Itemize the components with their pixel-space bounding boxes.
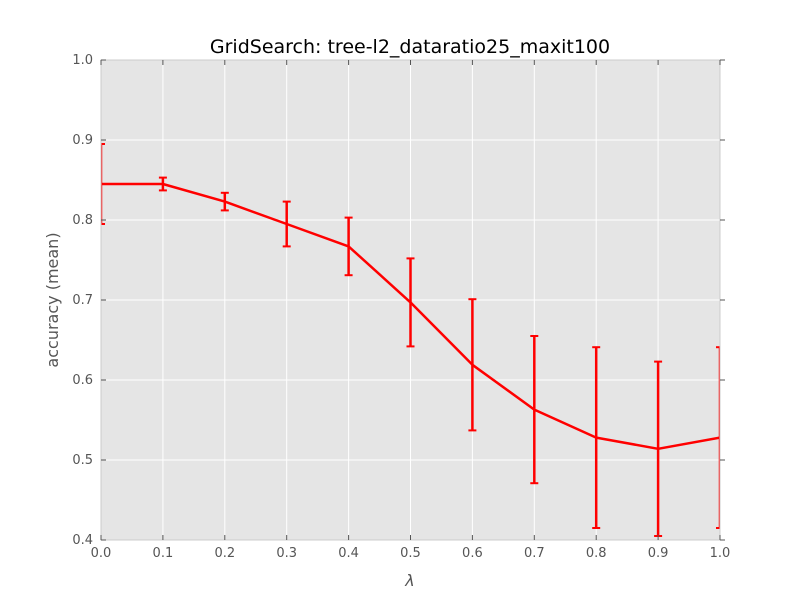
x-tick-label: 0.7: [524, 546, 545, 561]
y-tick-label: 0.6: [72, 373, 93, 388]
series-group: [101, 143, 720, 537]
x-tick-label: 0.6: [462, 546, 483, 561]
y-tick-label: 0.8: [72, 213, 93, 228]
y-axis-label: accuracy (mean): [43, 232, 62, 367]
x-tick-label: 0.9: [648, 546, 669, 561]
tick-layer: 0.0 0.1 0.2 0.3 0.4 0.5 0.6 0.7 0.8 0.9 1.0 0.4 0.5 0…: [72, 53, 730, 561]
y-tick-label: 0.7: [72, 293, 93, 308]
x-tick-label: 0.8: [586, 546, 607, 561]
y-tick-label: 0.5: [72, 453, 93, 468]
y-tick-label: 0.9: [72, 133, 93, 148]
series-line: [101, 182, 720, 451]
y-tick-label: 0.4: [72, 533, 93, 548]
x-tick-label: 0.4: [338, 546, 359, 561]
x-tick-label: 0.1: [153, 546, 174, 561]
x-tick-label: 0.2: [214, 546, 235, 561]
x-tick-label: 1.0: [710, 546, 731, 561]
y-tick-label: 1.0: [72, 53, 93, 68]
x-axis-label: λ: [404, 571, 414, 590]
chart-title: GridSearch: tree-l2_dataratio25_maxit100: [210, 36, 610, 58]
series-layer: [101, 143, 720, 537]
x-tick-label: 0.3: [276, 546, 297, 561]
x-tick-label: 0.0: [91, 546, 112, 561]
x-tick-label: 0.5: [400, 546, 421, 561]
